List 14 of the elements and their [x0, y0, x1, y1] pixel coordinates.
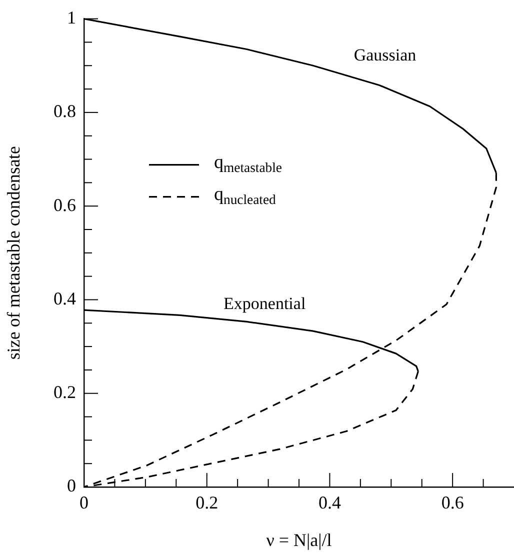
x-tick-label: 0.6	[441, 492, 464, 513]
y-axis-title: size of metastable condensate	[4, 146, 24, 360]
y-tick-label: 0	[67, 476, 76, 496]
x-tick-label: 0.2	[196, 492, 218, 513]
y-tick-label: 0.2	[54, 382, 76, 402]
y-tick-label: 1	[67, 8, 76, 28]
y-tick-label: 0.6	[54, 194, 76, 215]
x-tick-label: 0.4	[318, 492, 341, 513]
annotation: Gaussian	[354, 46, 417, 65]
y-tick-label: 0.4	[54, 288, 76, 308]
x-axis-title: ν = N|a|/l	[266, 530, 332, 550]
annotation: Exponential	[224, 294, 306, 313]
x-tick-label: 0	[80, 492, 88, 513]
y-tick-label: 0.8	[54, 101, 76, 122]
